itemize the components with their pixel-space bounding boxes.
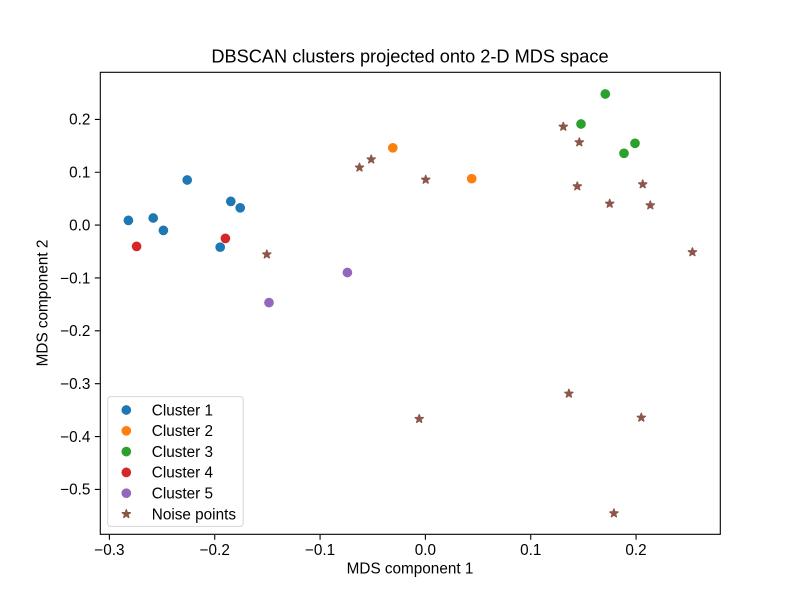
svg-text:0.2: 0.2 [625, 542, 646, 559]
svg-text:−0.3: −0.3 [94, 542, 124, 559]
svg-text:−0.3: −0.3 [60, 376, 90, 393]
svg-text:MDS component 1: MDS component 1 [347, 560, 474, 577]
svg-text:Cluster 4: Cluster 4 [152, 465, 214, 482]
svg-text:Cluster 1: Cluster 1 [152, 402, 213, 419]
svg-text:0.2: 0.2 [69, 112, 90, 129]
svg-text:Cluster 3: Cluster 3 [152, 444, 213, 461]
svg-text:−0.4: −0.4 [60, 429, 91, 446]
svg-text:0.1: 0.1 [69, 165, 90, 182]
svg-text:0.0: 0.0 [69, 217, 90, 234]
svg-text:DBSCAN clusters projected onto: DBSCAN clusters projected onto 2-D MDS s… [211, 47, 608, 67]
svg-text:−0.1: −0.1 [305, 542, 335, 559]
svg-text:−0.5: −0.5 [60, 482, 90, 499]
svg-text:MDS component 2: MDS component 2 [35, 240, 52, 367]
svg-text:−0.1: −0.1 [60, 270, 90, 287]
svg-text:Cluster 2: Cluster 2 [152, 423, 213, 440]
svg-text:0.1: 0.1 [520, 542, 541, 559]
svg-text:Cluster 5: Cluster 5 [152, 486, 213, 503]
svg-text:−0.2: −0.2 [200, 542, 230, 559]
svg-text:0.0: 0.0 [415, 542, 436, 559]
svg-text:Noise points: Noise points [152, 506, 237, 523]
svg-text:−0.2: −0.2 [60, 323, 90, 340]
